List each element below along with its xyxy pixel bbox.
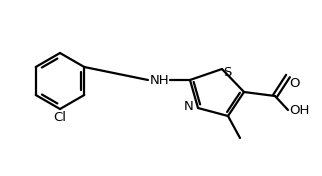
Text: Cl: Cl [53,111,67,124]
Text: S: S [223,66,232,79]
Text: OH: OH [289,103,309,117]
Text: N: N [184,100,194,114]
Text: NH: NH [150,74,170,86]
Text: O: O [289,77,299,90]
